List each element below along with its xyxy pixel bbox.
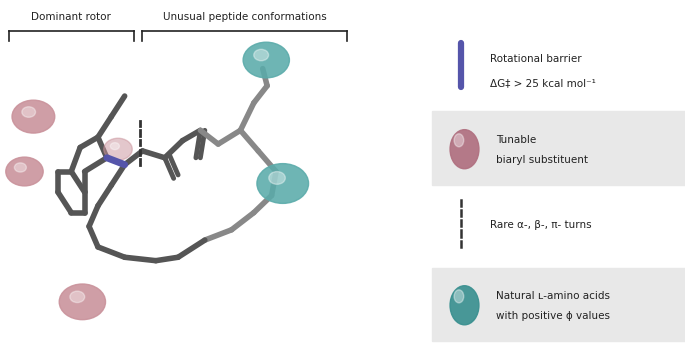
- Text: Dominant rotor: Dominant rotor: [32, 12, 111, 22]
- Bar: [432, 111, 685, 185]
- Circle shape: [14, 163, 26, 172]
- Bar: [432, 268, 685, 341]
- Circle shape: [454, 134, 464, 147]
- Circle shape: [103, 138, 132, 160]
- Text: Rotational barrier: Rotational barrier: [490, 54, 582, 64]
- Circle shape: [253, 49, 269, 61]
- Text: biaryl substituent: biaryl substituent: [496, 155, 588, 165]
- Circle shape: [22, 107, 36, 117]
- Circle shape: [257, 164, 308, 203]
- Text: with positive ϕ values: with positive ϕ values: [496, 311, 610, 321]
- Text: Natural ʟ-amino acids: Natural ʟ-amino acids: [496, 291, 610, 301]
- Circle shape: [450, 130, 479, 169]
- Circle shape: [110, 143, 119, 150]
- Circle shape: [243, 42, 289, 78]
- Text: ΔG‡ > 25 kcal mol⁻¹: ΔG‡ > 25 kcal mol⁻¹: [490, 78, 596, 88]
- Text: Rare α-, β-, π- turns: Rare α-, β-, π- turns: [490, 220, 591, 230]
- Circle shape: [454, 290, 464, 303]
- Circle shape: [59, 284, 105, 320]
- Text: Tunable: Tunable: [496, 134, 536, 145]
- Text: Unusual peptide conformations: Unusual peptide conformations: [163, 12, 327, 22]
- Circle shape: [269, 172, 286, 184]
- Circle shape: [70, 291, 85, 303]
- Circle shape: [12, 100, 55, 133]
- Circle shape: [450, 286, 479, 325]
- Circle shape: [5, 157, 43, 186]
